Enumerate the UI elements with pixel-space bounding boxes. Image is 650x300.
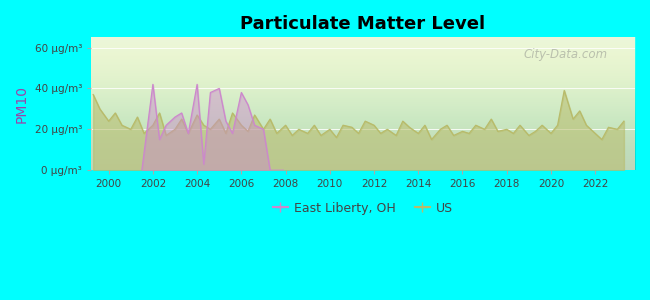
Title: Particulate Matter Level: Particulate Matter Level xyxy=(240,15,486,33)
Text: City-Data.com: City-Data.com xyxy=(524,48,608,61)
Legend: East Liberty, OH, US: East Liberty, OH, US xyxy=(268,197,458,220)
Y-axis label: PM10: PM10 xyxy=(15,85,29,123)
